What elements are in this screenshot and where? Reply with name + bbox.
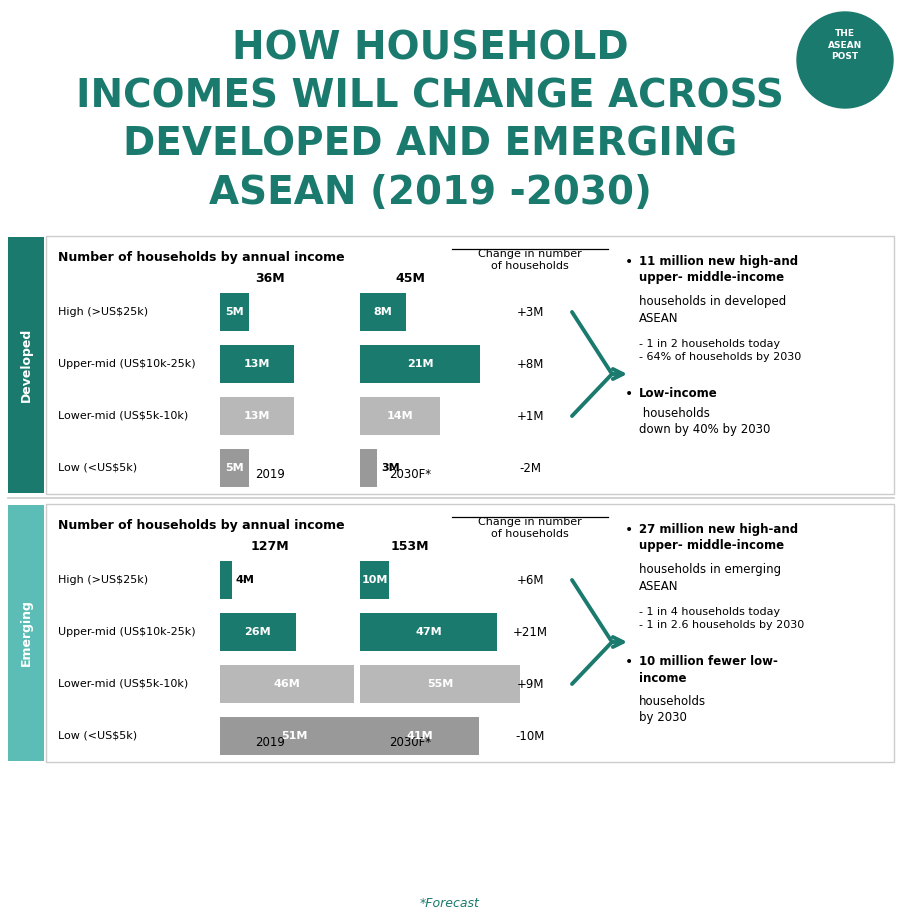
- Text: High (>US$25k): High (>US$25k): [58, 307, 148, 317]
- Text: 55M: 55M: [427, 679, 453, 689]
- Text: •: •: [625, 655, 634, 669]
- Text: +3M: +3M: [517, 306, 544, 318]
- Text: 10M: 10M: [362, 575, 388, 585]
- Text: +6M: +6M: [517, 573, 544, 586]
- Bar: [360, 449, 377, 487]
- Text: Lower-mid (US$5k-10k): Lower-mid (US$5k-10k): [58, 679, 188, 689]
- Text: 2030F*: 2030F*: [389, 468, 431, 481]
- Text: Low (<US$5k): Low (<US$5k): [58, 463, 137, 473]
- Bar: [220, 345, 294, 383]
- Text: 8M: 8M: [374, 307, 392, 317]
- Bar: [220, 293, 248, 331]
- Text: households in emerging
ASEAN: households in emerging ASEAN: [639, 563, 781, 593]
- Text: Emerging: Emerging: [20, 600, 32, 666]
- Text: HOW HOUSEHOLD: HOW HOUSEHOLD: [231, 30, 628, 68]
- Text: Low-income: Low-income: [639, 387, 718, 400]
- Text: 41M: 41M: [406, 731, 433, 741]
- Bar: [360, 345, 480, 383]
- Text: Number of households by annual income: Number of households by annual income: [58, 251, 345, 264]
- Bar: [220, 561, 231, 599]
- Text: 2019: 2019: [255, 736, 285, 749]
- Text: 47M: 47M: [415, 627, 442, 637]
- Text: 46M: 46M: [274, 679, 301, 689]
- Text: 10 million fewer low-
income: 10 million fewer low- income: [639, 655, 778, 685]
- Text: •: •: [625, 255, 634, 269]
- Text: High (>US$25k): High (>US$25k): [58, 575, 148, 585]
- Bar: [360, 293, 406, 331]
- Text: Change in number
of households: Change in number of households: [478, 517, 582, 539]
- Text: THE
ASEAN
POST: THE ASEAN POST: [828, 30, 862, 61]
- Text: 3M: 3M: [381, 463, 400, 473]
- Text: DEVELOPED AND EMERGING: DEVELOPED AND EMERGING: [122, 126, 737, 164]
- Bar: [220, 665, 354, 703]
- Bar: [360, 665, 520, 703]
- Text: Low (<US$5k): Low (<US$5k): [58, 731, 137, 741]
- Bar: [360, 397, 440, 435]
- Bar: [360, 561, 389, 599]
- Text: Change in number
of households: Change in number of households: [478, 249, 582, 271]
- Text: ASEAN (2019 -2030): ASEAN (2019 -2030): [209, 174, 652, 212]
- Text: 45M: 45M: [395, 272, 425, 285]
- Bar: [220, 613, 295, 651]
- Text: 5M: 5M: [225, 307, 244, 317]
- Text: 36M: 36M: [256, 272, 284, 285]
- Text: Upper-mid (US$10k-25k): Upper-mid (US$10k-25k): [58, 359, 195, 369]
- Text: 14M: 14M: [387, 411, 413, 421]
- Text: *Forecast: *Forecast: [420, 897, 480, 910]
- Text: Lower-mid (US$5k-10k): Lower-mid (US$5k-10k): [58, 411, 188, 421]
- Text: - 1 in 2 households today
- 64% of households by 2030: - 1 in 2 households today - 64% of house…: [639, 339, 801, 362]
- Bar: [8, 505, 44, 761]
- Text: households
down by 40% by 2030: households down by 40% by 2030: [639, 407, 770, 437]
- Text: 51M: 51M: [281, 731, 308, 741]
- Text: 153M: 153M: [391, 540, 429, 553]
- Circle shape: [797, 12, 893, 108]
- Bar: [220, 717, 368, 755]
- Text: -10M: -10M: [516, 729, 544, 742]
- Text: Number of households by annual income: Number of households by annual income: [58, 519, 345, 532]
- Text: INCOMES WILL CHANGE ACROSS: INCOMES WILL CHANGE ACROSS: [76, 78, 784, 116]
- Text: households
by 2030: households by 2030: [639, 695, 706, 725]
- Text: 13M: 13M: [244, 359, 270, 369]
- Text: 26M: 26M: [245, 627, 271, 637]
- Text: +8M: +8M: [517, 357, 544, 370]
- Text: 5M: 5M: [225, 463, 244, 473]
- Text: •: •: [625, 523, 634, 537]
- Text: - 1 in 4 households today
- 1 in 2.6 households by 2030: - 1 in 4 households today - 1 in 2.6 hou…: [639, 607, 805, 630]
- Text: 21M: 21M: [407, 359, 433, 369]
- Text: •: •: [625, 387, 634, 401]
- Bar: [46, 236, 894, 494]
- Text: +21M: +21M: [512, 626, 547, 639]
- Text: -2M: -2M: [519, 462, 541, 474]
- Text: 127M: 127M: [251, 540, 289, 553]
- Bar: [220, 449, 248, 487]
- Text: Upper-mid (US$10k-25k): Upper-mid (US$10k-25k): [58, 627, 195, 637]
- Text: 11 million new high-and
upper- middle-income: 11 million new high-and upper- middle-in…: [639, 255, 798, 284]
- Bar: [360, 717, 480, 755]
- Bar: [46, 504, 894, 762]
- Bar: [220, 397, 294, 435]
- Bar: [360, 613, 497, 651]
- Text: 27 million new high-and
upper- middle-income: 27 million new high-and upper- middle-in…: [639, 523, 798, 553]
- Text: +9M: +9M: [517, 677, 544, 690]
- Text: 2030F*: 2030F*: [389, 736, 431, 749]
- Bar: [8, 237, 44, 493]
- Text: 13M: 13M: [244, 411, 270, 421]
- Text: 2019: 2019: [255, 468, 285, 481]
- Text: +1M: +1M: [517, 410, 544, 423]
- Text: Developed: Developed: [20, 328, 32, 402]
- Text: 4M: 4M: [236, 575, 255, 585]
- Text: households in developed
ASEAN: households in developed ASEAN: [639, 295, 787, 325]
